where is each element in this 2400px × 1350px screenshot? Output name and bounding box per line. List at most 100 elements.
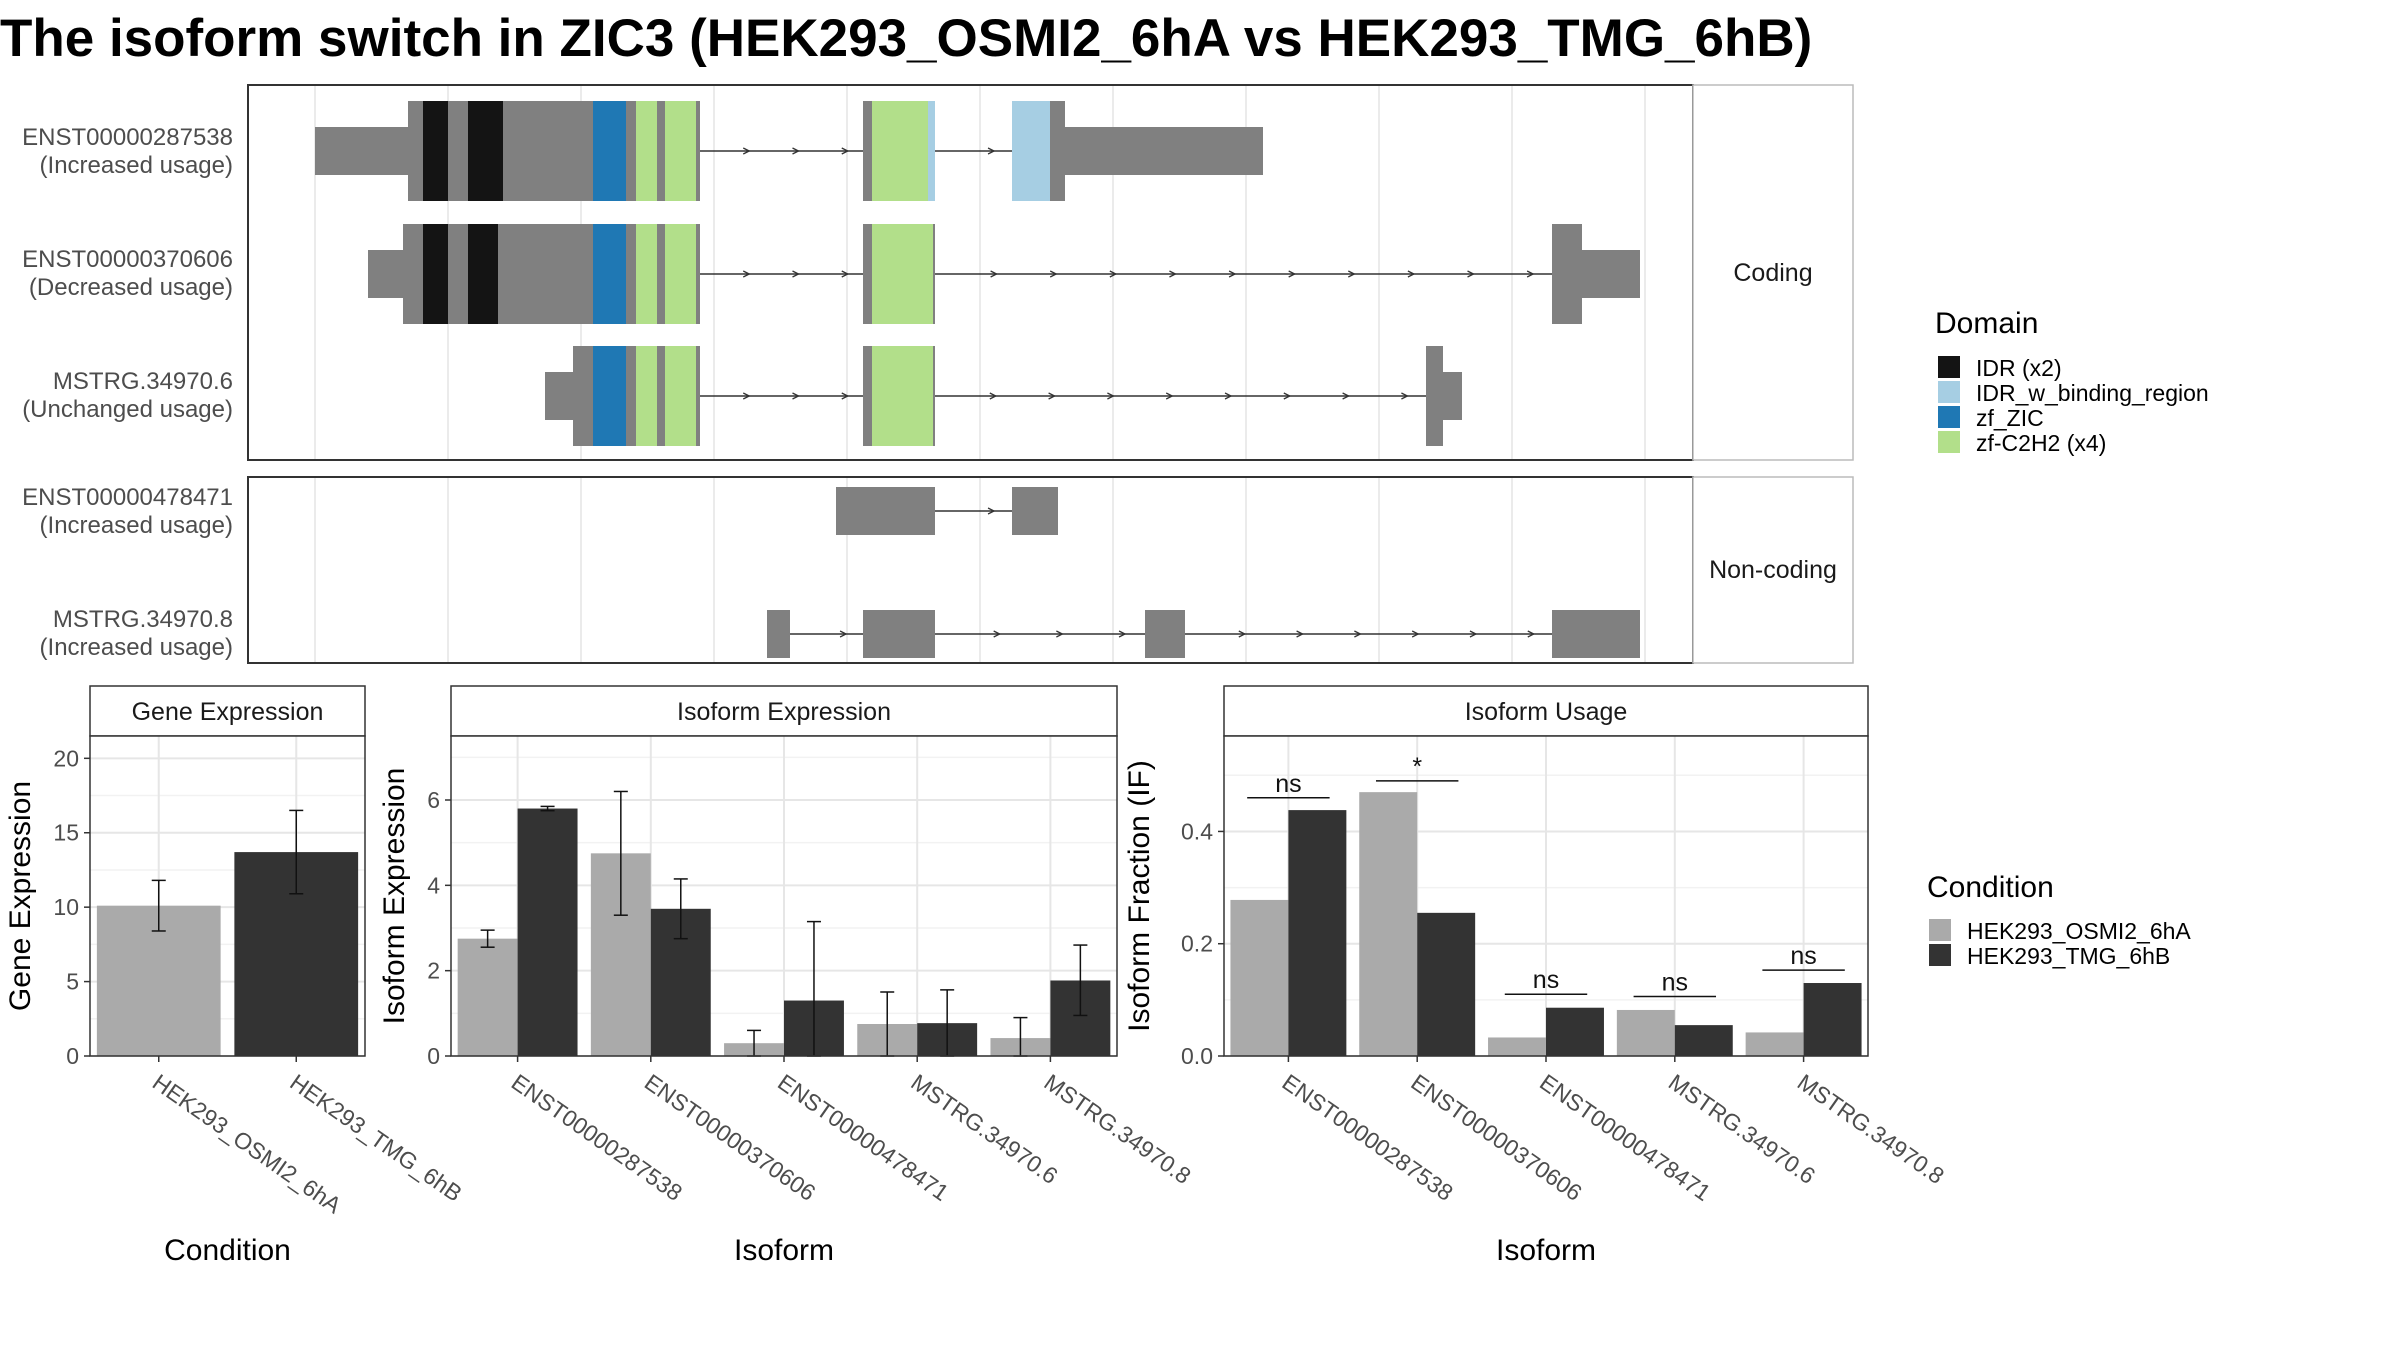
panel-strip xyxy=(89,685,366,737)
y-tick-label: 0.4 xyxy=(1181,818,1213,844)
significance-label: ns xyxy=(1662,968,1688,996)
condition-legend: Condition HEK293_OSMI2_6hA HEK293_TMG_6h… xyxy=(1927,871,2191,969)
intron-arrow xyxy=(1228,270,1237,278)
y-tick-label: 0 xyxy=(427,1043,440,1069)
exon-block xyxy=(836,487,935,535)
legend-key-osmi2 xyxy=(1929,919,1951,941)
domain-zf-zic xyxy=(593,224,626,324)
intron-arrow xyxy=(1354,630,1362,638)
intron-arrow xyxy=(841,270,850,278)
exon-block xyxy=(545,372,573,420)
bar-ENST00000478471-HEK293_OSMI2_6hA xyxy=(1488,1037,1546,1056)
domain-idr-x2- xyxy=(468,101,503,201)
legend-label-idr: IDR (x2) xyxy=(1976,355,2062,381)
isoform-expression-chart: Isoform Expression0246ENST00000287538ENS… xyxy=(378,685,1196,1267)
exon-block xyxy=(767,610,790,658)
exon-block xyxy=(1065,127,1263,175)
domain-zf-c2h2-x4- xyxy=(636,346,657,446)
intron-lines xyxy=(698,147,1552,638)
intron-arrow xyxy=(1169,270,1177,278)
legend-label-zf-zic: zf_ZIC xyxy=(1976,405,2044,431)
isoform-usage-ENST00000478471: (Increased usage) xyxy=(40,512,233,539)
exon-block xyxy=(933,346,935,446)
intron-arrow xyxy=(1224,392,1233,400)
significance-label: ns xyxy=(1275,770,1301,798)
x-axis-title: Condition xyxy=(164,1234,291,1267)
intron-arrow xyxy=(742,270,751,278)
y-tick-label: 6 xyxy=(427,787,440,813)
intron-arrow xyxy=(1109,270,1118,278)
domain-idr-w-binding-region xyxy=(928,101,935,201)
error-bar xyxy=(540,805,555,812)
intron-arrow xyxy=(1407,270,1416,278)
intron-arrow xyxy=(993,630,1002,638)
bar-ENST00000478471-HEK293_TMG_6hB xyxy=(1546,1007,1604,1056)
panel-strip xyxy=(450,685,1118,737)
legend-key-tmg xyxy=(1929,944,1951,966)
intron-arrow xyxy=(792,392,800,400)
domain-zf-zic xyxy=(593,101,626,201)
noncoding-strip-label: Non-coding xyxy=(1709,556,1837,584)
intron-arrow xyxy=(1401,392,1409,400)
y-tick-label: 0.2 xyxy=(1181,931,1213,957)
exon-block xyxy=(863,224,872,324)
isoform-label-MSTRG.34970.8: MSTRG.34970.8 xyxy=(53,606,233,633)
isoform-usage-ENST00000287538: (Increased usage) xyxy=(40,152,233,179)
intron-arrow xyxy=(792,147,800,155)
exon-block xyxy=(657,346,665,446)
exon-block xyxy=(368,250,403,298)
intron-arrow xyxy=(1527,630,1536,638)
legend-key-idr-binding xyxy=(1938,381,1960,403)
intron-arrow xyxy=(841,392,850,400)
exon-block xyxy=(696,101,700,201)
domain-zf-c2h2-x4- xyxy=(872,346,933,446)
isoform-label-ENST00000370606: ENST00000370606 xyxy=(22,246,233,273)
intron-arrow xyxy=(742,392,751,400)
intron-arrow xyxy=(1283,392,1292,400)
exon-block xyxy=(863,610,935,658)
domain-zf-c2h2-x4- xyxy=(872,101,928,201)
domain-legend: Domain IDR (x2) IDR_w_binding_region zf_… xyxy=(1935,307,2209,456)
error-bar xyxy=(613,790,628,916)
exon-block xyxy=(657,101,665,201)
exon-block xyxy=(448,224,468,324)
exon-block xyxy=(498,224,593,324)
bar-ENST00000287538-HEK293_OSMI2_6hA xyxy=(1230,899,1289,1056)
intron-arrow xyxy=(1165,392,1174,400)
exon-block xyxy=(573,346,593,446)
legend-label-idr-binding: IDR_w_binding_region xyxy=(1976,380,2209,406)
intron-arrow xyxy=(1288,270,1297,278)
intron-arrow xyxy=(1411,630,1420,638)
intron-arrow xyxy=(1118,630,1127,638)
error-bar xyxy=(480,929,495,948)
intron-arrow xyxy=(841,147,850,155)
exon-block xyxy=(1552,224,1582,324)
isoform-label-ENST00000287538: ENST00000287538 xyxy=(22,124,233,151)
panel-border xyxy=(89,735,366,1057)
exon-block xyxy=(1426,346,1443,446)
intron-arrow xyxy=(742,147,751,155)
bar-ENST00000370606-HEK293_OSMI2_6hA xyxy=(1359,792,1418,1056)
bar-MSTRG.34970.6-HEK293_TMG_6hB xyxy=(1674,1025,1733,1056)
error-bar xyxy=(673,878,688,940)
isoform-label-MSTRG.34970.6: MSTRG.34970.6 xyxy=(53,368,233,395)
exon-block xyxy=(626,224,636,324)
significance-label: ns xyxy=(1533,966,1559,994)
domain-zf-c2h2-x4- xyxy=(665,101,696,201)
domain-idr-x2- xyxy=(423,101,448,201)
exon-block xyxy=(503,101,593,201)
noncoding-strip xyxy=(1692,476,1854,664)
legend-key-idr xyxy=(1938,356,1960,378)
isoform-usage-MSTRG.34970.8: (Increased usage) xyxy=(40,634,233,661)
exon-block xyxy=(315,127,408,175)
exon-block xyxy=(696,346,700,446)
panel-title: Isoform Expression xyxy=(677,698,891,726)
exon-block xyxy=(403,224,423,324)
bar-ENST00000287538-HEK293_TMG_6hB xyxy=(517,808,578,1056)
error-bar xyxy=(1073,944,1088,1017)
intron-arrow xyxy=(1469,630,1478,638)
exon-block xyxy=(626,101,636,201)
x-tick-label: MSTRG.34970.8 xyxy=(1040,1069,1196,1189)
legend-label-zf-c2h2: zf-C2H2 (x4) xyxy=(1976,430,2106,456)
